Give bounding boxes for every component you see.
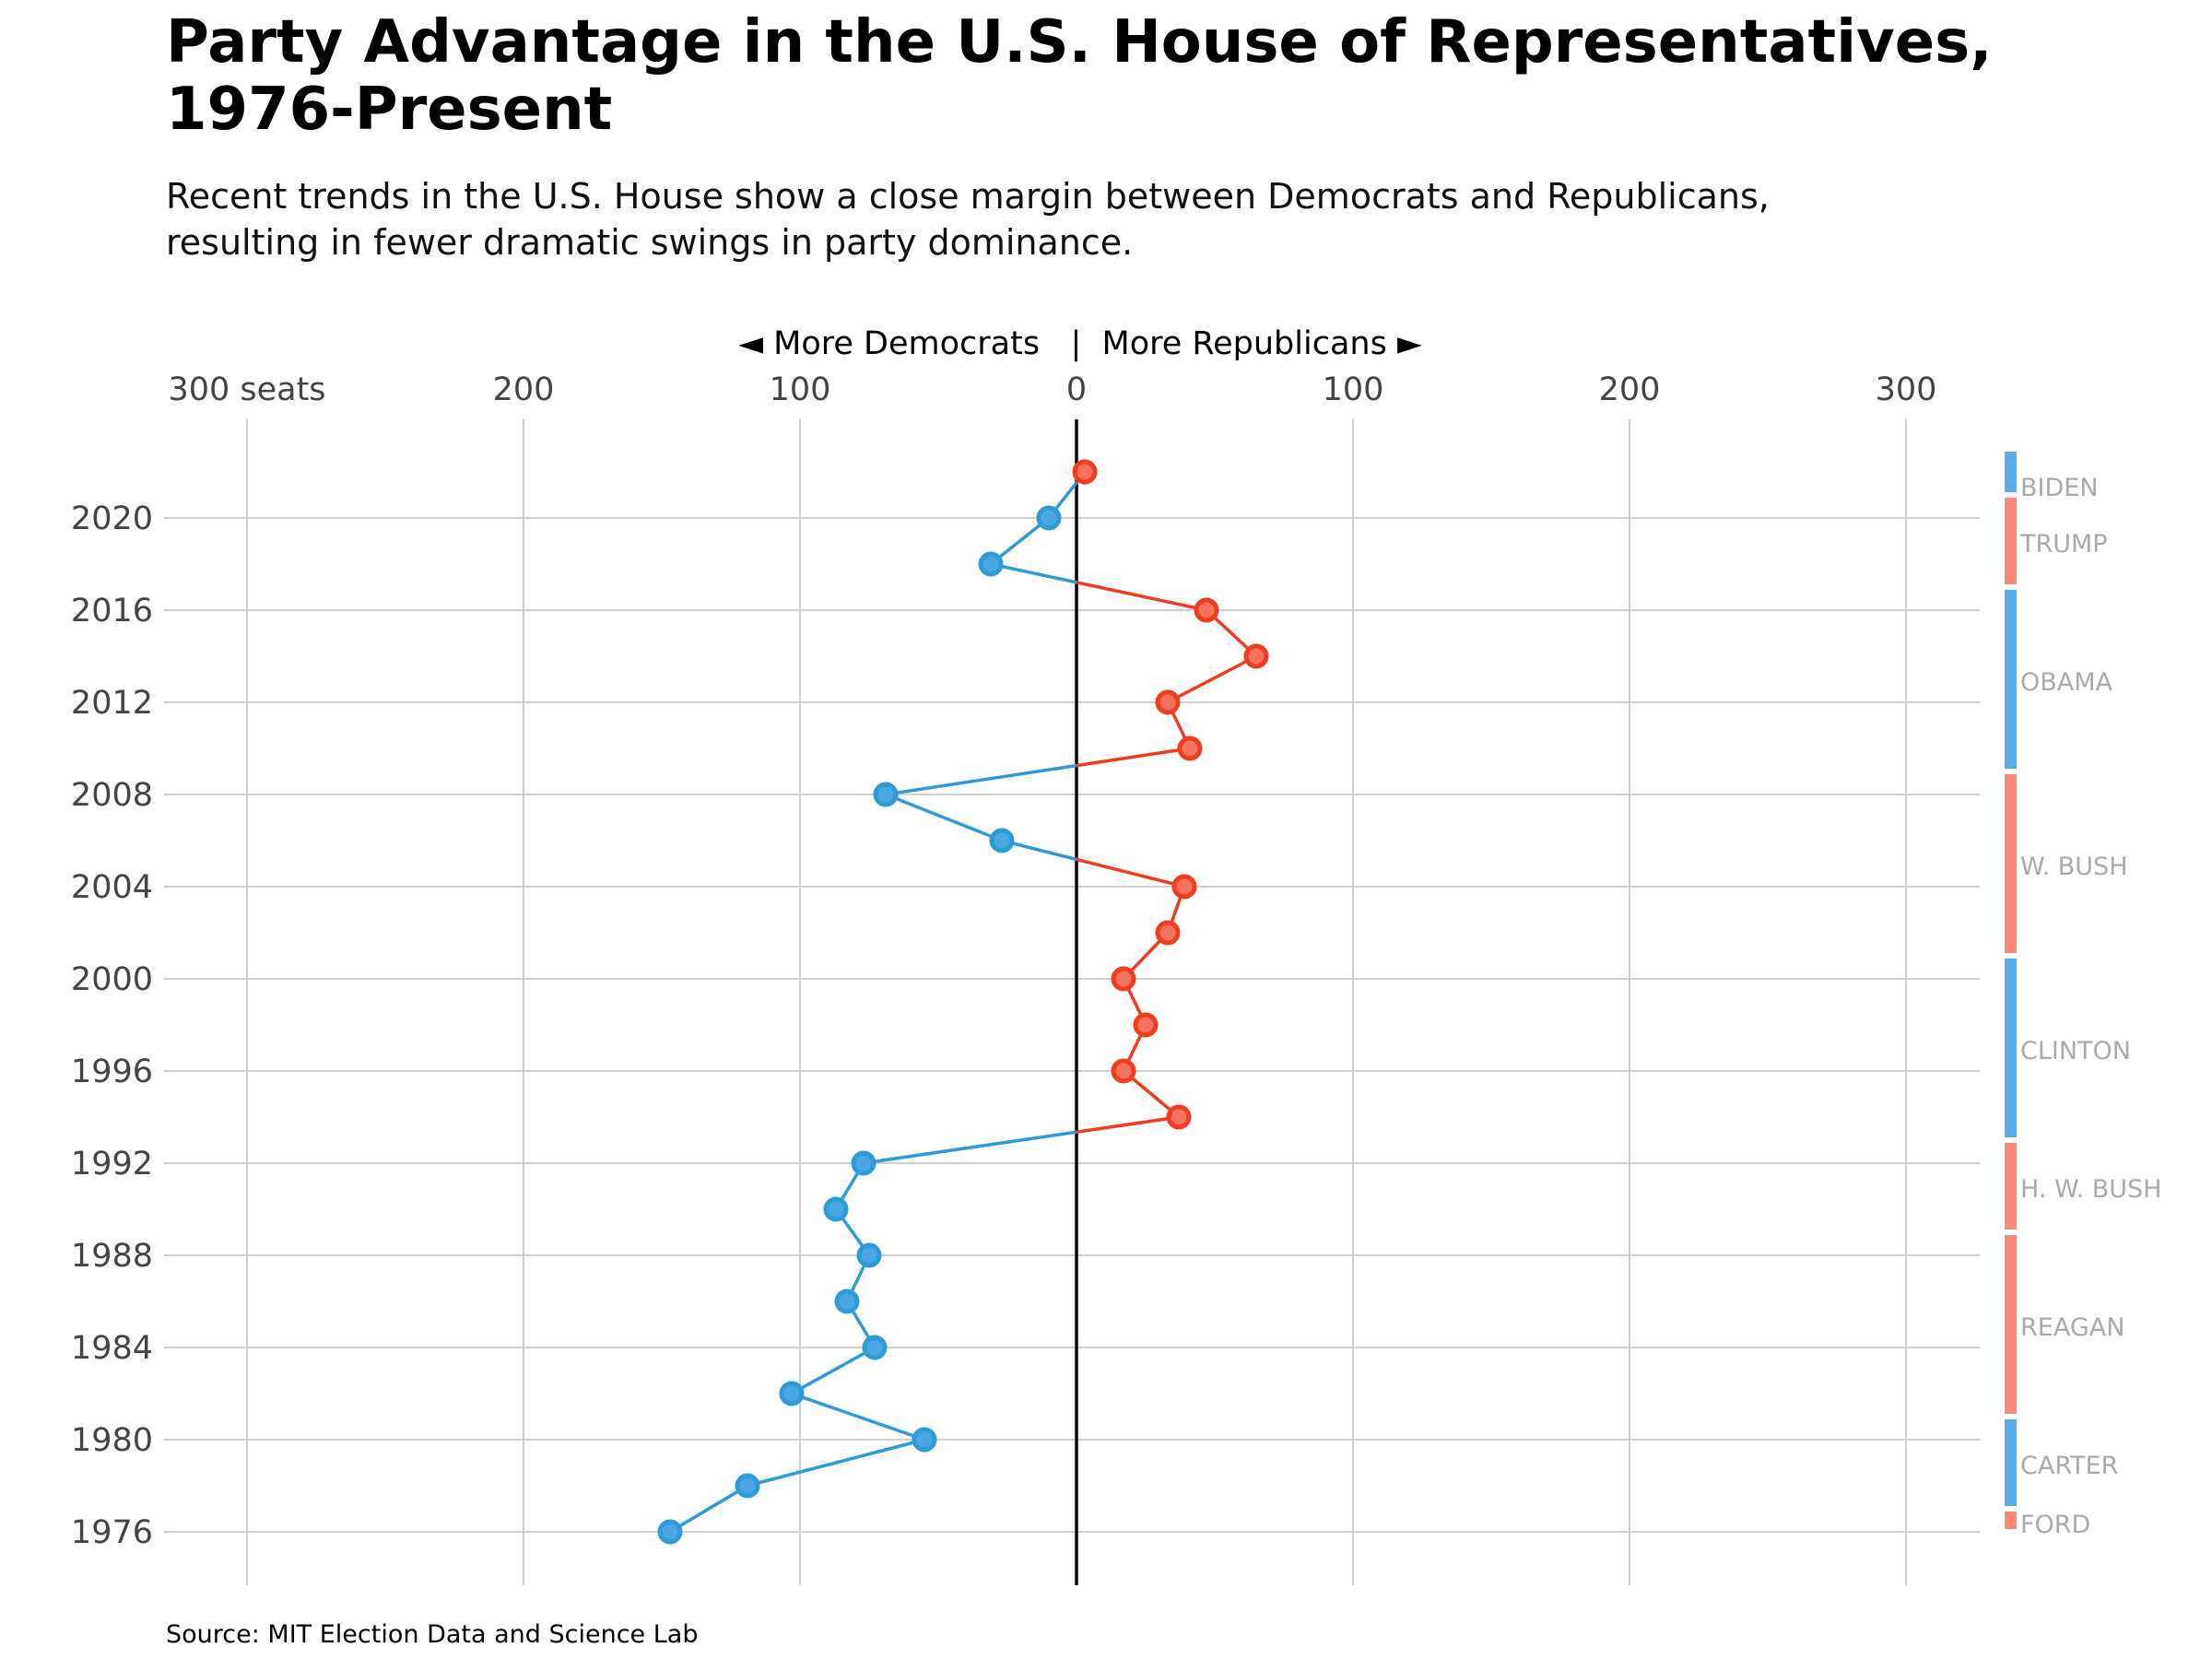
x-tick-label: 200 [1599, 371, 1661, 408]
data-point-1984 [862, 1335, 888, 1360]
data-point-2008 [873, 782, 899, 807]
series-points [657, 459, 1269, 1545]
series-segment [791, 1346, 876, 1395]
series-segment [1001, 839, 1077, 862]
x-axis-ticks: 300 seats 200 100 0 100 200 300 [168, 371, 1936, 408]
president-band [2005, 1419, 2017, 1506]
y-tick-label: 1996 [71, 1053, 153, 1090]
series-segment [669, 1484, 748, 1534]
data-point-1994 [1166, 1104, 1192, 1130]
president-label: CLINTON [2020, 1037, 2131, 1065]
president-bands: FORD CARTER REAGAN H. W. BUSH CLINTON W. BUSH… [2005, 452, 2161, 1539]
series-segment [1076, 857, 1185, 888]
y-tick-label: 2000 [71, 961, 153, 998]
president-band [2005, 590, 2017, 769]
data-point-2006 [989, 828, 1015, 853]
series-lines [669, 470, 1258, 1534]
data-point-1982 [779, 1381, 805, 1406]
series-segment [885, 793, 1003, 842]
president-label: OBAMA [2020, 668, 2113, 697]
series-segment [1076, 1115, 1180, 1134]
president-label: BIDEN [2020, 474, 2099, 502]
data-point-1976 [657, 1519, 683, 1545]
president-label: FORD [2020, 1511, 2090, 1539]
y-tick-label: 2016 [71, 593, 153, 629]
series-segment [863, 1130, 1077, 1165]
x-tick-label: 100 [1323, 371, 1384, 408]
data-point-2002 [1155, 920, 1181, 946]
president-label: REAGAN [2020, 1313, 2124, 1342]
y-tick-label: 1984 [71, 1330, 153, 1367]
data-point-2000 [1111, 966, 1136, 992]
y-tick-label: 1980 [71, 1422, 153, 1459]
data-point-1992 [851, 1150, 877, 1176]
y-tick-label: 2020 [71, 500, 153, 537]
y-tick-label: 1992 [71, 1146, 153, 1182]
president-band [2005, 774, 2017, 953]
data-point-1980 [912, 1427, 937, 1453]
direction-label: ◄ More Democrats | More Republicans ► [738, 325, 1422, 362]
president-band [2005, 452, 2017, 492]
data-point-2014 [1243, 643, 1269, 669]
data-point-1996 [1111, 1058, 1136, 1084]
series-segment [791, 1392, 925, 1441]
data-point-1988 [856, 1242, 882, 1268]
data-point-2004 [1171, 874, 1197, 900]
x-tick-label: 100 [770, 371, 831, 408]
president-band [2005, 1143, 2017, 1230]
series-segment [885, 763, 1077, 796]
series-segment [1076, 581, 1207, 612]
series-segment [1167, 654, 1257, 704]
data-point-2016 [1194, 597, 1219, 623]
y-tick-label: 2008 [71, 777, 153, 814]
x-tick-label: 300 [1876, 371, 1937, 408]
series-segment [747, 1438, 925, 1488]
president-band [2005, 1235, 2017, 1414]
x-tick-label: 300 seats [168, 371, 325, 408]
data-point-2018 [978, 551, 1004, 577]
data-point-1986 [834, 1288, 860, 1314]
y-tick-label: 1988 [71, 1238, 153, 1275]
data-point-1998 [1133, 1012, 1159, 1038]
president-label: W. BUSH [2020, 853, 2128, 881]
president-label: H. W. BUSH [2020, 1175, 2161, 1204]
data-point-2020 [1036, 505, 1062, 531]
data-point-2022 [1072, 459, 1098, 485]
president-label: CARTER [2020, 1452, 2118, 1480]
y-tick-label: 1976 [71, 1514, 153, 1551]
series-segment [1076, 747, 1191, 768]
data-point-1990 [823, 1196, 849, 1222]
source-note: Source: MIT Election Data and Science La… [166, 1620, 699, 1649]
chart-title: Party Advantage in the U.S. House of Rep… [166, 8, 1993, 144]
y-tick-label: 2004 [71, 869, 153, 906]
y-tick-label: 2012 [71, 685, 153, 722]
president-label: TRUMP [2019, 530, 2108, 559]
series-segment [990, 562, 1077, 584]
data-point-1978 [735, 1473, 760, 1499]
president-band [2005, 959, 2017, 1137]
grid-layer [164, 419, 1980, 1585]
chart-subtitle: Recent trends in the U.S. House show a c… [166, 176, 1770, 263]
data-point-2012 [1155, 689, 1181, 715]
data-point-2010 [1177, 735, 1203, 761]
x-tick-label: 200 [493, 371, 555, 408]
y-axis-ticks: 1976 1980 1984 1988 1992 1996 2000 2004 2008 2012… [71, 500, 153, 1551]
president-band [2005, 498, 2017, 584]
president-band [2005, 1512, 2017, 1529]
x-tick-label: 0 [1066, 371, 1087, 408]
